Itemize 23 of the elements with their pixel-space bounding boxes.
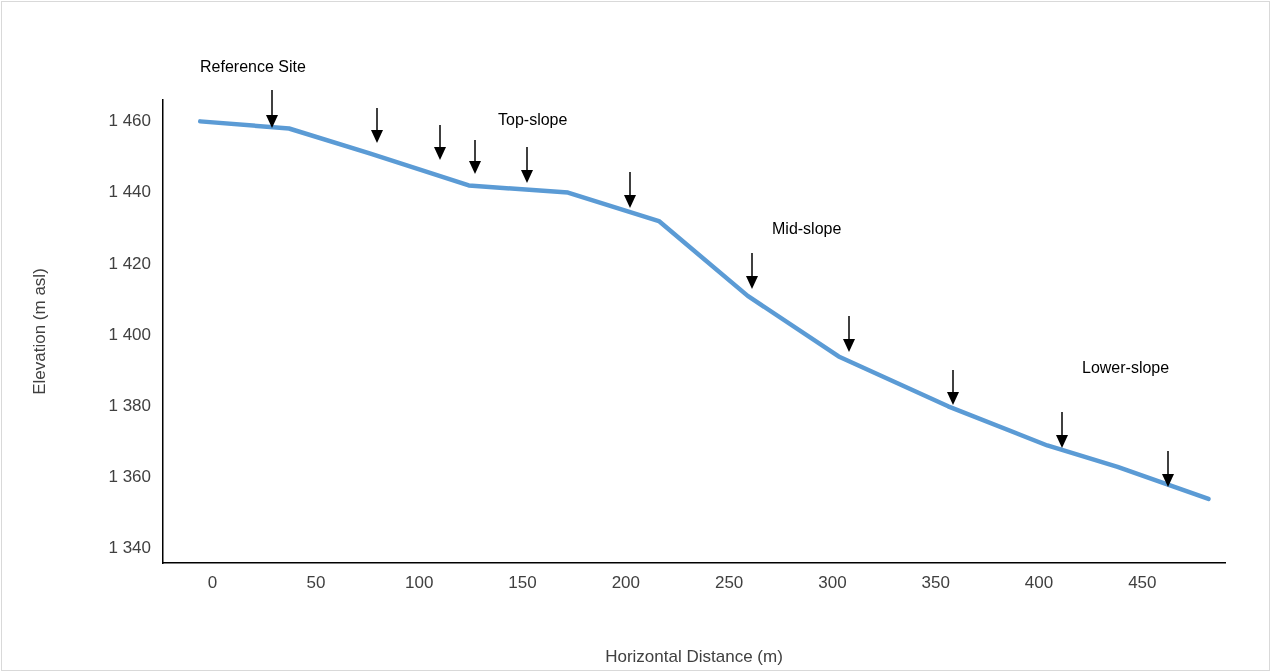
- x-tick-label: 400: [1024, 572, 1054, 592]
- x-tick-label: 350: [921, 572, 950, 592]
- y-tick-label: 1 380: [108, 395, 151, 415]
- x-tick-label: 300: [818, 572, 847, 592]
- x-tick-label: 100: [405, 572, 434, 592]
- y-tick-label: 1 420: [108, 253, 151, 273]
- x-tick-label: 450: [1128, 572, 1157, 592]
- x-axis-title: Horizontal Distance (m): [605, 647, 783, 667]
- y-tick-label: 1 440: [108, 182, 151, 202]
- x-tick-label: 50: [306, 572, 326, 592]
- y-axis-title: Elevation (m asl): [29, 268, 49, 395]
- y-tick-label: 1 340: [108, 538, 151, 558]
- y-tick-label: 1 360: [108, 467, 151, 487]
- annotation: Lower-slope: [1082, 359, 1170, 377]
- y-tick-label: 1 400: [108, 324, 151, 344]
- x-tick-label: 0: [207, 572, 218, 592]
- x-tick-label: 200: [611, 572, 640, 592]
- text: Reference Site: [200, 58, 306, 76]
- x-tick-label: 250: [714, 572, 744, 592]
- annotation: Mid-slope: [772, 220, 842, 238]
- annotation: Top-slope: [498, 111, 568, 129]
- x-tick-label: 150: [508, 572, 537, 592]
- y-tick-label: 1 460: [108, 111, 151, 131]
